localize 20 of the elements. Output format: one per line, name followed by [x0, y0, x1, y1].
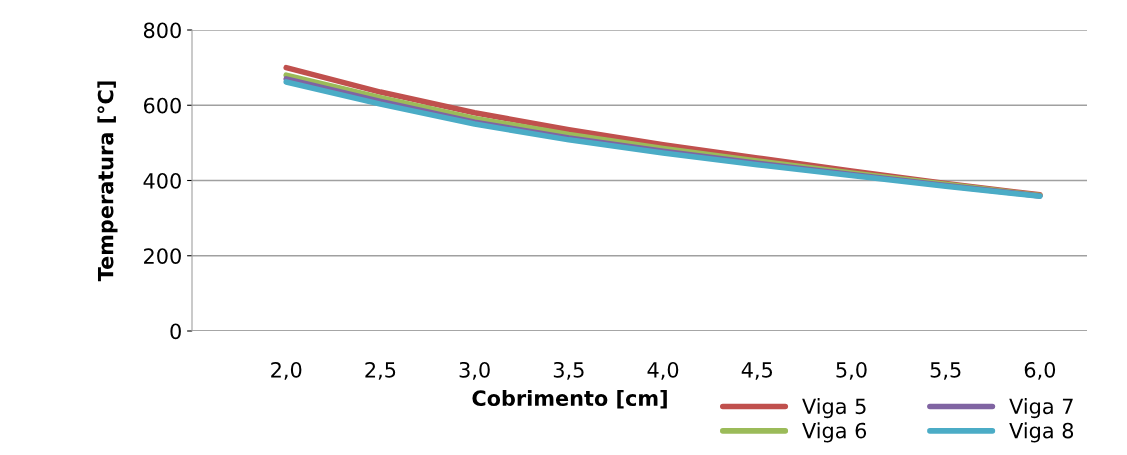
y-tick-label: 600 — [143, 97, 181, 114]
x-tick-label: 2,0 — [271, 361, 302, 380]
legend-label: Viga 8 — [1009, 422, 1074, 443]
x-tick-label: 4,0 — [647, 361, 679, 380]
x-tick-label: 5,5 — [930, 362, 961, 380]
x-tick-label: 5,0 — [836, 361, 867, 380]
y-axis-title: Temperatura [°C] — [97, 81, 118, 282]
legend-label: Viga 6 — [802, 422, 867, 443]
y-tick-label: 0 — [170, 323, 181, 340]
legend-label: Viga 5 — [802, 398, 866, 419]
x-axis-title: Cobrimento [cm] — [472, 389, 667, 409]
y-tick-label: 400 — [143, 172, 181, 189]
x-tick-label: 3,5 — [553, 361, 584, 380]
y-tick-label: 200 — [144, 248, 181, 264]
x-tick-label: 4,5 — [741, 362, 773, 380]
y-tick-label: 800 — [143, 22, 181, 39]
x-tick-label: 2,5 — [365, 361, 396, 380]
x-tick-label: 6,0 — [1024, 361, 1056, 380]
legend-label: Viga 7 — [1009, 398, 1073, 419]
x-tick-label: 3,0 — [459, 361, 490, 380]
